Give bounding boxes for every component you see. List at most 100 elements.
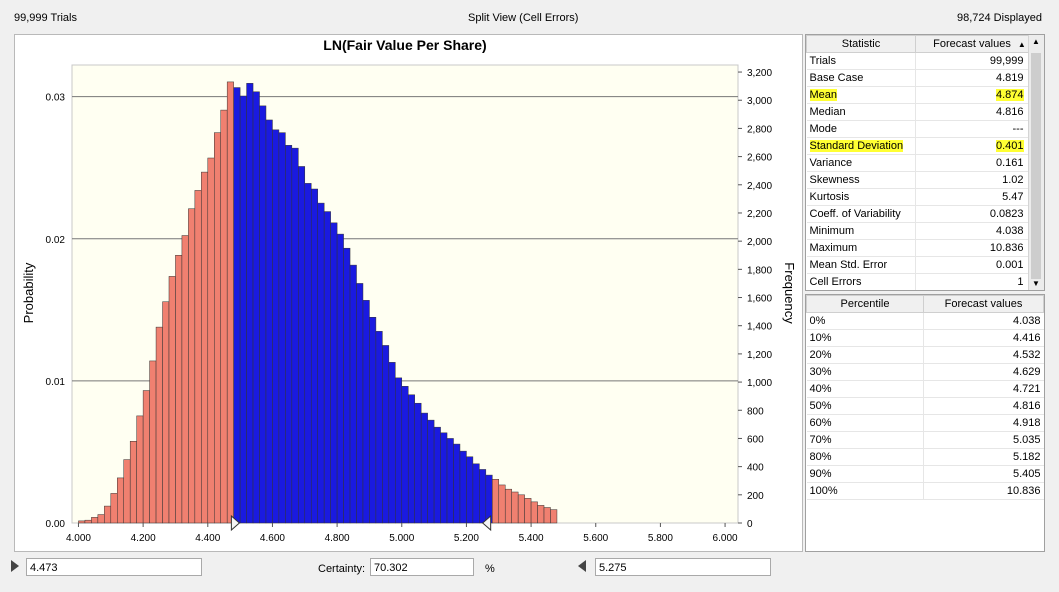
stat-value: --- <box>1012 123 1024 135</box>
percentile-row[interactable]: 10% 4.416 <box>806 329 1044 347</box>
y-right-tick-label: 3,000 <box>747 96 772 107</box>
percentile-row[interactable]: 30% 4.629 <box>806 363 1044 381</box>
stats-scrollbar[interactable]: ▲ ▼ <box>1028 35 1044 290</box>
stat-row[interactable]: Mean Std. Error 0.001 <box>806 256 1044 274</box>
histogram-bar <box>349 264 357 524</box>
histogram-bar <box>291 147 299 524</box>
percentile-row[interactable]: 40% 4.721 <box>806 380 1044 398</box>
stat-value: 0.161 <box>995 157 1024 169</box>
certainty-input[interactable]: 70.302 <box>370 558 474 576</box>
histogram-bar <box>278 132 286 524</box>
stat-value: 99,999 <box>989 55 1024 67</box>
histogram-bar <box>537 505 545 524</box>
y-right-tick-label: 2,600 <box>747 153 772 164</box>
histogram-bar <box>110 493 118 524</box>
stat-row[interactable]: Trials 99,999 <box>806 52 1044 70</box>
stat-value-cell: 10.836 <box>915 239 1044 257</box>
percentile-label: 40% <box>806 380 924 398</box>
histogram-bar <box>233 87 241 524</box>
scroll-thumb[interactable] <box>1031 53 1041 279</box>
stat-value: 4.038 <box>995 225 1024 237</box>
percentile-row[interactable]: 70% 5.035 <box>806 431 1044 449</box>
histogram-bar <box>414 402 422 524</box>
percentile-row[interactable]: 90% 5.405 <box>806 465 1044 483</box>
percentile-label: 10% <box>806 329 924 347</box>
stat-label: Mode <box>809 123 838 135</box>
percentile-value: 10.836 <box>923 482 1044 500</box>
stat-value-cell: 0.401 <box>915 137 1044 155</box>
right-value-input[interactable]: 5.275 <box>595 558 771 576</box>
histogram-bar <box>395 377 403 524</box>
forecast-histogram: LN(Fair Value Per Share) 4.000 4.200 4.400… <box>21 37 797 544</box>
stat-row[interactable]: Kurtosis 5.47 <box>806 188 1044 206</box>
stat-row[interactable]: Standard Deviation 0.401 <box>806 137 1044 155</box>
stat-row[interactable]: Coeff. of Variability 0.0823 <box>806 205 1044 223</box>
histogram-bar <box>466 456 474 524</box>
stat-row[interactable]: Skewness 1.02 <box>806 171 1044 189</box>
scroll-down-icon[interactable]: ▼ <box>1032 279 1040 288</box>
percentile-row[interactable]: 50% 4.816 <box>806 397 1044 415</box>
col-header-forecast-values[interactable]: Forecast values ▲ <box>915 35 1044 53</box>
percentile-row[interactable]: 100% 10.836 <box>806 482 1044 500</box>
histogram-bar <box>479 469 487 524</box>
col-header-percentile[interactable]: Percentile <box>806 295 924 313</box>
histogram-bar <box>369 317 377 524</box>
right-grabber-icon[interactable] <box>577 559 587 573</box>
stat-row[interactable]: Minimum 4.038 <box>806 222 1044 240</box>
x-tick-label: 4.400 <box>195 533 220 544</box>
stat-label-cell: Variance <box>806 154 916 172</box>
statistics-panel: Statistic Forecast values ▲ Trials 99,999… <box>805 34 1045 291</box>
stat-row[interactable]: Base Case 4.819 <box>806 69 1044 87</box>
stat-row[interactable]: Median 4.816 <box>806 103 1044 121</box>
y-right-tick-label: 1,600 <box>747 294 772 305</box>
scroll-up-icon[interactable]: ▲ <box>1032 37 1040 46</box>
right-certainty-grabber[interactable] <box>481 514 492 532</box>
y-right-tick-label: 1,200 <box>747 350 772 361</box>
stat-label-cell: Coeff. of Variability <box>806 205 916 223</box>
left-certainty-grabber[interactable] <box>230 514 241 532</box>
y-right-tick-label: 1,000 <box>747 378 772 389</box>
histogram-bar <box>123 459 131 524</box>
stat-row[interactable]: Variance 0.161 <box>806 154 1044 172</box>
histogram-bar <box>492 479 500 524</box>
stat-value-cell: 4.874 <box>915 86 1044 104</box>
col-header-statistic[interactable]: Statistic <box>806 35 916 53</box>
x-tick-label: 4.800 <box>325 533 350 544</box>
stat-label: Base Case <box>809 72 864 84</box>
histogram-bar <box>149 360 157 524</box>
percentile-row[interactable]: 60% 4.918 <box>806 414 1044 432</box>
stat-value: 0.0823 <box>989 208 1024 220</box>
stat-value-cell: 1 <box>915 273 1044 290</box>
stat-label-cell: Mean <box>806 86 916 104</box>
percentile-value: 4.816 <box>923 397 1044 415</box>
histogram-bar <box>323 211 331 524</box>
histogram-bar <box>407 394 415 524</box>
stat-value: 0.401 <box>995 140 1024 152</box>
y-right-tick-label: 2,800 <box>747 124 772 135</box>
sort-up-icon: ▲ <box>1017 40 1026 49</box>
percentile-row[interactable]: 20% 4.532 <box>806 346 1044 364</box>
left-value-input[interactable]: 4.473 <box>26 558 202 576</box>
stat-row[interactable]: Cell Errors 1 <box>806 273 1044 290</box>
histogram-bar <box>420 412 428 524</box>
stat-value: 0.001 <box>995 259 1024 271</box>
stat-row[interactable]: Mean 4.874 <box>806 86 1044 104</box>
histogram-bar <box>181 235 189 524</box>
histogram-bar <box>382 345 390 524</box>
left-grabber-icon[interactable] <box>10 559 20 573</box>
x-tick-label: 6.000 <box>713 533 738 544</box>
histogram-bar <box>162 301 170 524</box>
chart-title: LN(Fair Value Per Share) <box>323 37 486 53</box>
histogram-bar <box>207 157 215 524</box>
percentile-row[interactable]: 0% 4.038 <box>806 312 1044 330</box>
x-tick-label: 5.800 <box>648 533 673 544</box>
col-header-pct-forecast[interactable]: Forecast values <box>923 295 1044 313</box>
stat-row[interactable]: Maximum 10.836 <box>806 239 1044 257</box>
histogram-bar <box>550 509 558 524</box>
stat-value-cell: 0.0823 <box>915 205 1044 223</box>
stat-row[interactable]: Mode --- <box>806 120 1044 138</box>
percentile-row[interactable]: 80% 5.182 <box>806 448 1044 466</box>
stat-label-cell: Mean Std. Error <box>806 256 916 274</box>
histogram-bar <box>453 443 461 524</box>
histogram-bar <box>91 517 99 524</box>
